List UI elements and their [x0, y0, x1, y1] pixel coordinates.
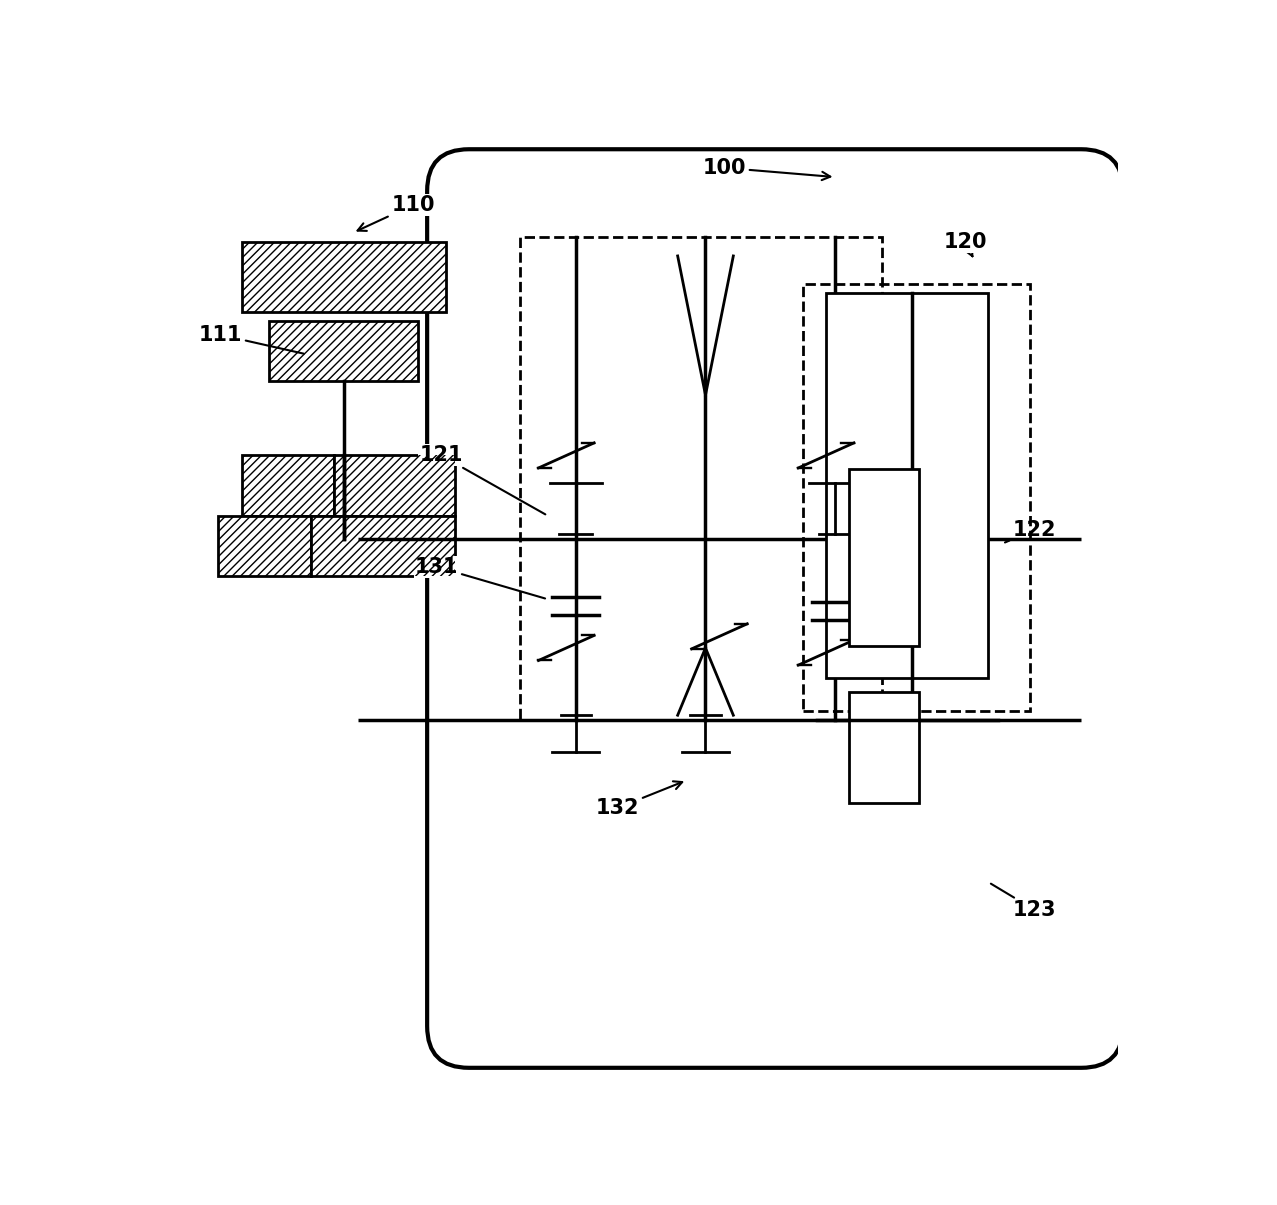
- Bar: [218, 516, 312, 576]
- Bar: [849, 469, 919, 646]
- Text: 123: 123: [991, 883, 1056, 921]
- Bar: [803, 283, 1031, 711]
- Text: 132: 132: [595, 781, 682, 818]
- Bar: [269, 321, 418, 381]
- Bar: [269, 321, 418, 381]
- Bar: [218, 516, 312, 576]
- Bar: [241, 455, 335, 516]
- Text: 130: 130: [863, 362, 950, 399]
- Bar: [241, 455, 335, 516]
- Bar: [312, 516, 455, 576]
- Bar: [335, 455, 455, 516]
- Text: 140: 140: [859, 343, 904, 369]
- FancyBboxPatch shape: [427, 149, 1122, 1068]
- Text: 120: 120: [944, 233, 987, 257]
- Bar: [241, 242, 446, 312]
- Text: 100: 100: [702, 158, 830, 180]
- Text: 111: 111: [198, 325, 304, 354]
- Bar: [312, 516, 455, 576]
- Text: 131: 131: [415, 557, 545, 599]
- Bar: [241, 242, 446, 312]
- Bar: [335, 455, 455, 516]
- Text: 122: 122: [1005, 519, 1056, 542]
- Text: 110: 110: [358, 195, 435, 231]
- Text: 133: 133: [872, 566, 950, 606]
- Bar: [826, 293, 988, 678]
- Bar: [520, 237, 882, 719]
- Text: 121: 121: [419, 446, 545, 515]
- Bar: [849, 692, 919, 804]
